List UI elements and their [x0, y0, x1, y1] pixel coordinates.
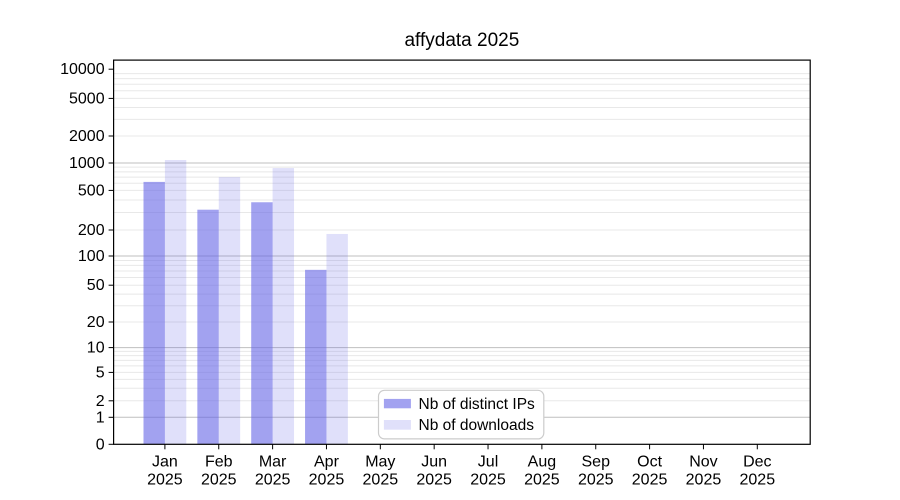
svg-text:Feb: Feb: [205, 453, 233, 470]
svg-text:Mar: Mar: [259, 453, 287, 470]
svg-text:2025: 2025: [309, 471, 345, 488]
svg-text:Nov: Nov: [689, 453, 717, 470]
svg-text:20: 20: [87, 314, 105, 331]
svg-text:2025: 2025: [632, 471, 668, 488]
svg-text:Sep: Sep: [582, 453, 611, 470]
svg-text:2025: 2025: [740, 471, 776, 488]
svg-text:May: May: [365, 453, 395, 470]
svg-text:Jul: Jul: [478, 453, 498, 470]
svg-text:2025: 2025: [416, 471, 452, 488]
svg-text:Apr: Apr: [314, 453, 340, 470]
svg-text:10000: 10000: [60, 61, 105, 78]
svg-text:Oct: Oct: [637, 453, 662, 470]
svg-text:10: 10: [87, 340, 105, 357]
svg-text:500: 500: [78, 182, 105, 199]
svg-text:Aug: Aug: [528, 453, 556, 470]
svg-text:0: 0: [96, 436, 105, 453]
svg-text:2025: 2025: [470, 471, 506, 488]
svg-text:2025: 2025: [578, 471, 614, 488]
svg-text:2025: 2025: [201, 471, 237, 488]
svg-text:2025: 2025: [255, 471, 291, 488]
svg-text:2: 2: [96, 393, 105, 410]
svg-text:Nb of distinct IPs: Nb of distinct IPs: [419, 396, 536, 413]
svg-text:Nb of downloads: Nb of downloads: [419, 417, 535, 434]
svg-text:2025: 2025: [524, 471, 560, 488]
svg-text:2025: 2025: [363, 471, 399, 488]
svg-text:Dec: Dec: [743, 453, 771, 470]
svg-text:1000: 1000: [69, 155, 105, 172]
svg-text:5000: 5000: [69, 90, 105, 107]
svg-text:100: 100: [78, 248, 105, 265]
svg-text:Jun: Jun: [421, 453, 447, 470]
svg-text:Jan: Jan: [152, 453, 178, 470]
svg-text:2000: 2000: [69, 128, 105, 145]
svg-text:2025: 2025: [147, 471, 183, 488]
svg-text:50: 50: [87, 277, 105, 294]
svg-text:5: 5: [96, 364, 105, 381]
svg-text:2025: 2025: [686, 471, 722, 488]
svg-text:affydata 2025: affydata 2025: [404, 30, 519, 51]
svg-text:1: 1: [96, 409, 105, 426]
svg-text:200: 200: [78, 222, 105, 239]
